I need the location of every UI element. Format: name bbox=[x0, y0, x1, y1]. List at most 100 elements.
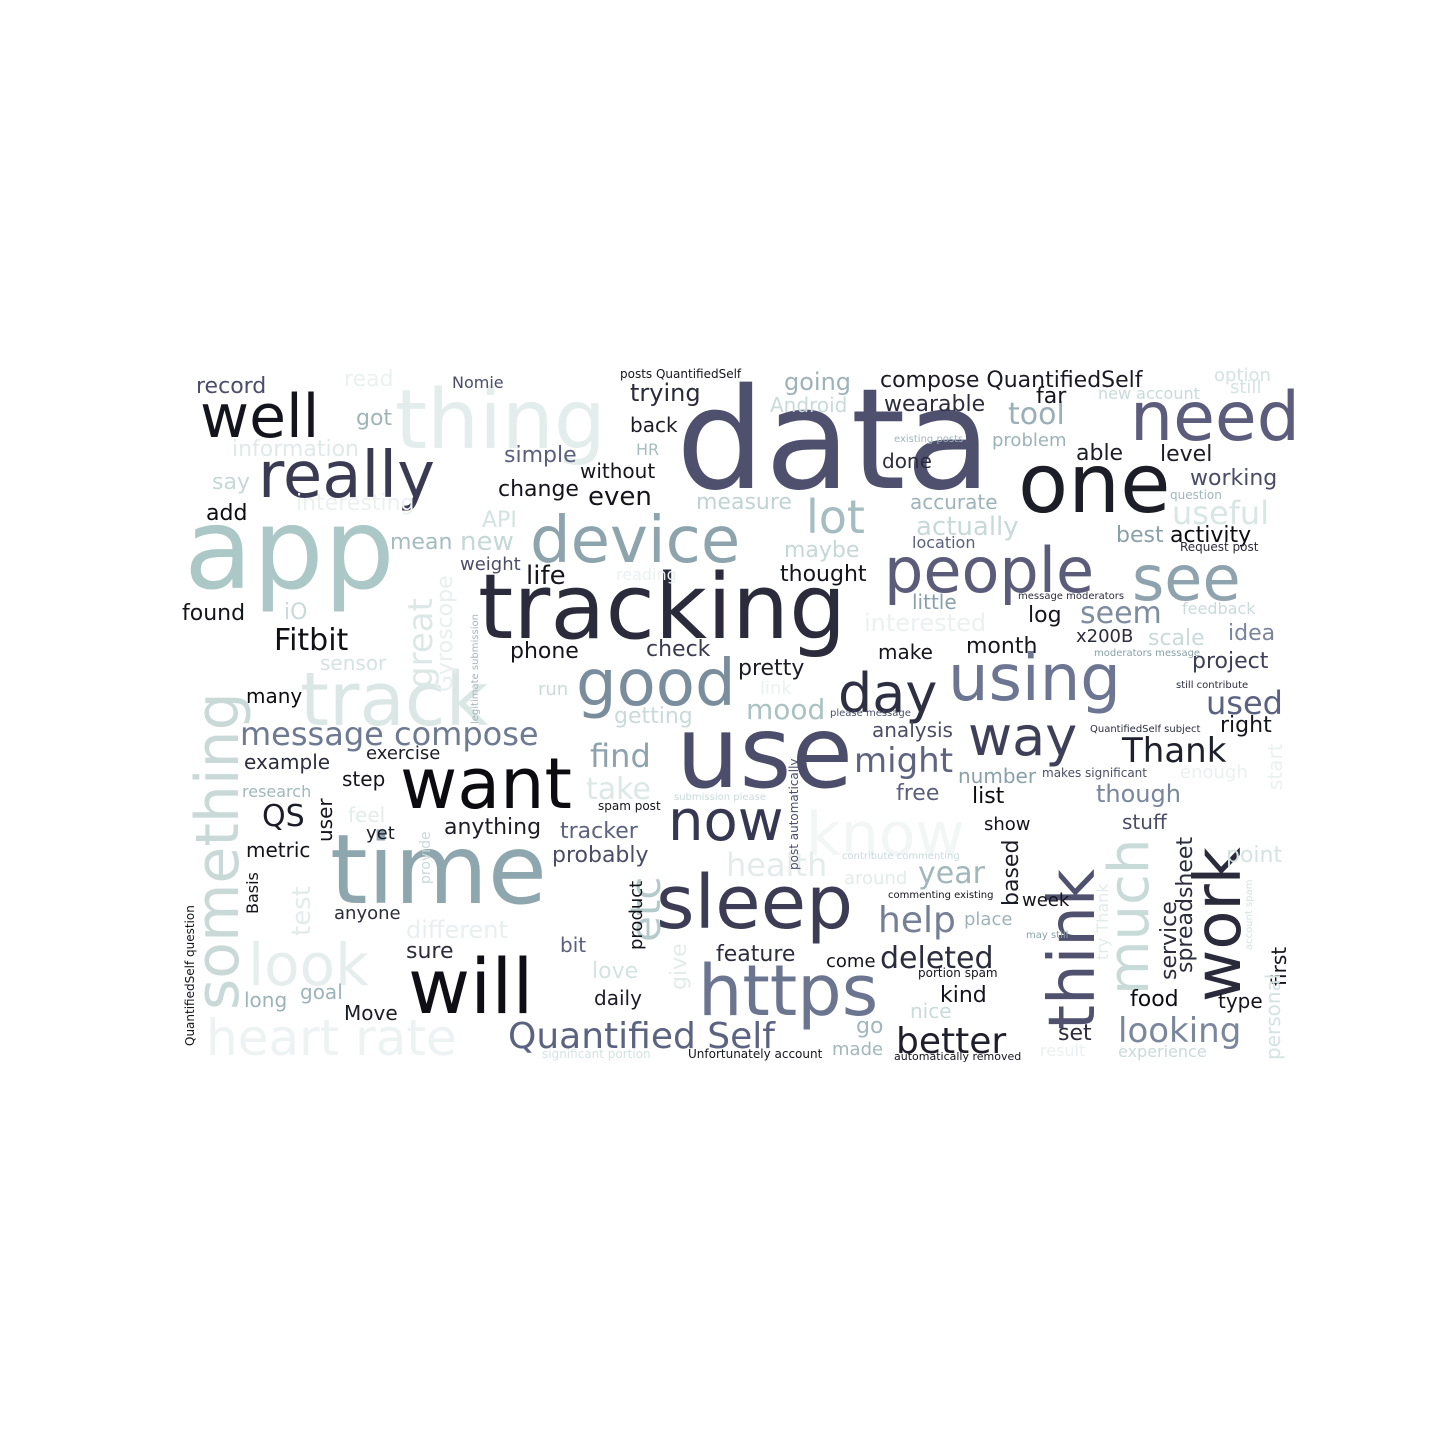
cloud-word-way: way bbox=[968, 705, 1077, 768]
cloud-word-best: best bbox=[1116, 523, 1164, 548]
cloud-word-information: information bbox=[232, 437, 359, 462]
cloud-word-mean: mean bbox=[390, 530, 452, 555]
cloud-word-thought: thought bbox=[780, 562, 867, 587]
cloud-word-look: look bbox=[248, 931, 369, 999]
cloud-word-moderators-message: moderators message bbox=[1094, 648, 1200, 659]
cloud-word-feature: feature bbox=[716, 942, 795, 967]
cloud-word-unfortunately-account: Unfortunately account bbox=[688, 1047, 823, 1061]
cloud-word-want: want bbox=[400, 743, 572, 825]
cloud-word-type: type bbox=[1218, 989, 1263, 1013]
cloud-word-record: record bbox=[196, 374, 266, 399]
cloud-word-maybe: maybe bbox=[784, 538, 859, 563]
cloud-word-move: Move bbox=[344, 1001, 398, 1025]
cloud-word-try-thank: try Thank bbox=[1093, 883, 1112, 960]
cloud-word-one: one bbox=[1018, 437, 1171, 532]
cloud-word-love: love bbox=[592, 959, 638, 984]
cloud-word-sleep: sleep bbox=[656, 860, 853, 946]
cloud-word-anyone: anyone bbox=[334, 903, 401, 924]
cloud-word-still-contribute: still contribute bbox=[1176, 680, 1248, 691]
cloud-word-say: say bbox=[212, 470, 250, 495]
cloud-word-yet: yet bbox=[366, 823, 395, 844]
cloud-word-actually: actually bbox=[916, 512, 1019, 542]
cloud-word-health: health bbox=[726, 846, 827, 884]
cloud-word-reading: reading bbox=[616, 565, 677, 584]
cloud-word-result: result bbox=[1040, 1041, 1085, 1060]
cloud-word-using: using bbox=[948, 642, 1121, 716]
cloud-word-day: day bbox=[838, 662, 937, 725]
cloud-word-long: long bbox=[244, 988, 287, 1012]
cloud-word-https: https bbox=[698, 950, 878, 1032]
cloud-word-device: device bbox=[530, 504, 740, 578]
cloud-word-io: iO bbox=[284, 600, 307, 625]
cloud-word-something: something bbox=[183, 692, 253, 1010]
cloud-word-log: log bbox=[1028, 603, 1062, 628]
cloud-word-mood: mood bbox=[746, 693, 825, 726]
cloud-word-getting: getting bbox=[614, 704, 693, 729]
cloud-word-compose-quantifiedself: compose QuantifiedSelf bbox=[880, 368, 1144, 393]
cloud-word-start: start bbox=[1263, 743, 1287, 790]
cloud-word-check: check bbox=[646, 637, 711, 662]
cloud-word-quantifiedself-subject: QuantifiedSelf subject bbox=[1090, 724, 1200, 735]
cloud-word-existing-posts: existing posts bbox=[894, 434, 963, 445]
cloud-word-much: much bbox=[1097, 839, 1162, 995]
cloud-word-make: make bbox=[878, 640, 933, 664]
cloud-word-great: great bbox=[401, 598, 441, 688]
cloud-word-posts-quantifiedself: posts QuantifiedSelf bbox=[620, 367, 742, 381]
cloud-word-still: still bbox=[1230, 377, 1261, 398]
cloud-word-hr: HR bbox=[636, 440, 659, 459]
cloud-word-new-account: new account bbox=[1098, 384, 1200, 403]
cloud-word-step: step bbox=[342, 767, 385, 791]
cloud-word-accurate: accurate bbox=[910, 490, 998, 514]
cloud-word-number: number bbox=[958, 764, 1037, 788]
cloud-word-feedback: feedback bbox=[1182, 599, 1256, 618]
cloud-word-may-still: may still bbox=[1026, 930, 1068, 941]
cloud-word-data: data bbox=[676, 359, 991, 522]
cloud-word-api: API bbox=[482, 508, 517, 533]
cloud-word-might: might bbox=[854, 741, 953, 781]
cloud-word-year: year bbox=[918, 856, 986, 891]
cloud-word-etc: etc bbox=[621, 877, 670, 942]
cloud-word-need: need bbox=[1130, 378, 1300, 457]
cloud-word-gyroscope: Gyroscope bbox=[433, 575, 458, 692]
cloud-word-post-automatically: post automatically bbox=[787, 758, 801, 870]
cloud-word-back: back bbox=[630, 413, 678, 437]
cloud-word-quantifiedself-question: QuantifiedSelf question bbox=[183, 905, 197, 1046]
cloud-word-experience: experience bbox=[1118, 1042, 1207, 1061]
cloud-word-spreadsheet: spreadsheet bbox=[1173, 837, 1198, 973]
cloud-word-problem: problem bbox=[992, 430, 1066, 451]
cloud-word-pretty: pretty bbox=[738, 656, 804, 681]
cloud-word-use: use bbox=[676, 694, 853, 811]
cloud-word-spam-post: spam post bbox=[598, 799, 661, 813]
cloud-word-request-post: Request post bbox=[1180, 540, 1259, 554]
cloud-word-sure: sure bbox=[406, 939, 454, 964]
cloud-word-enough: enough bbox=[1180, 762, 1248, 783]
cloud-word-found: found bbox=[182, 601, 245, 626]
cloud-word-goal: goal bbox=[300, 980, 343, 1004]
cloud-word-app: app bbox=[184, 485, 395, 615]
cloud-word-legitimate-submission: legitimate submission bbox=[470, 614, 481, 724]
cloud-word-exercise: exercise bbox=[366, 743, 440, 764]
cloud-word-point: point bbox=[1226, 843, 1282, 868]
cloud-word-different: different bbox=[406, 916, 508, 944]
cloud-word-test: test bbox=[287, 886, 317, 936]
cloud-word-work: work bbox=[1182, 847, 1256, 1002]
cloud-word-basis: Basis bbox=[243, 872, 262, 914]
cloud-word-though: though bbox=[1096, 780, 1181, 808]
cloud-word-phone: phone bbox=[510, 639, 579, 664]
cloud-word-thank: Thank bbox=[1121, 731, 1227, 771]
cloud-word-going: going bbox=[784, 368, 851, 396]
cloud-word-looking: looking bbox=[1118, 1011, 1241, 1051]
cloud-word-will: will bbox=[408, 942, 534, 1031]
cloud-word-level: level bbox=[1160, 442, 1212, 467]
cloud-word-wearable: wearable bbox=[884, 392, 985, 417]
cloud-word-service: service bbox=[1157, 901, 1182, 980]
cloud-word-think: think bbox=[1036, 869, 1110, 1030]
cloud-word-read: read bbox=[344, 367, 394, 392]
cloud-word-heart-rate: heart rate bbox=[206, 1009, 457, 1067]
cloud-word-place: place bbox=[964, 909, 1012, 930]
cloud-word-automatically-removed: automatically removed bbox=[894, 1050, 1021, 1063]
cloud-word-see: see bbox=[1132, 542, 1241, 615]
cloud-word-tracking: tracking bbox=[478, 555, 846, 660]
cloud-word-probably: probably bbox=[552, 843, 649, 868]
cloud-word-know: know bbox=[806, 800, 965, 870]
